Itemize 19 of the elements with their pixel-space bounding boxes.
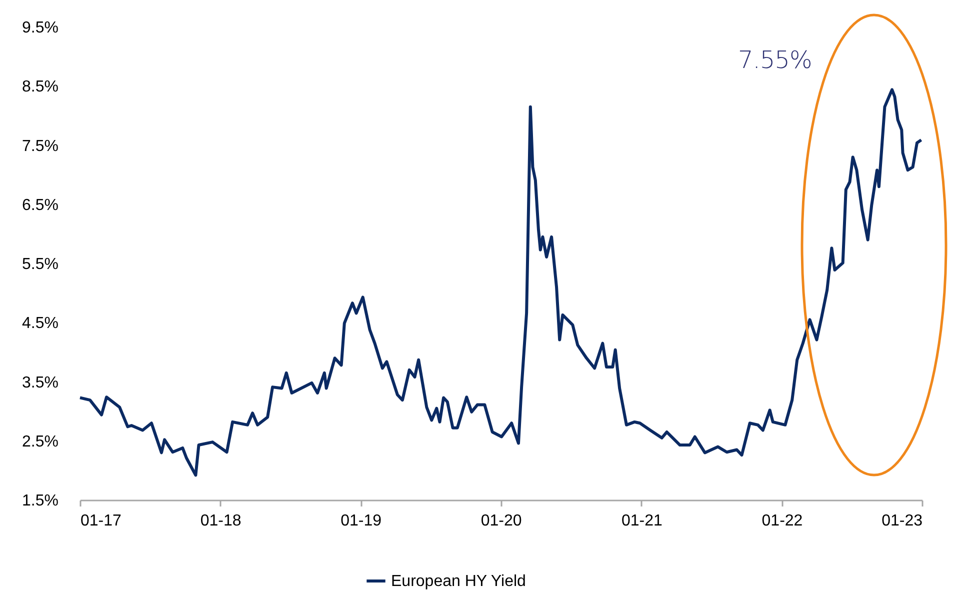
- y-tick-label: 6.5%: [22, 196, 58, 214]
- y-tick-label: 1.5%: [22, 492, 58, 510]
- x-tick-label: 01-18: [200, 512, 242, 530]
- x-tick-label: 01-19: [340, 512, 382, 530]
- x-tick-label: 01-22: [762, 512, 803, 530]
- y-tick-label: 8.5%: [22, 78, 58, 96]
- y-tick-label: 7.5%: [22, 138, 58, 155]
- y-tick-label: 4.5%: [22, 315, 58, 332]
- y-tick-label: 2.5%: [22, 433, 58, 450]
- x-tick-label: 01-23: [882, 512, 923, 530]
- legend-label: European HY Yield: [391, 573, 526, 590]
- y-tick-label: 3.5%: [22, 374, 58, 392]
- y-tick-label: 5.5%: [22, 256, 58, 273]
- x-tick-label: 01-17: [80, 512, 122, 530]
- y-tick-label: 9.5%: [22, 20, 58, 36]
- x-tick-label: 01-21: [622, 512, 663, 530]
- line-series: [78, 88, 923, 477]
- x-tick-label: 01-20: [480, 512, 522, 530]
- annotation: 7.55%: [738, 46, 812, 74]
